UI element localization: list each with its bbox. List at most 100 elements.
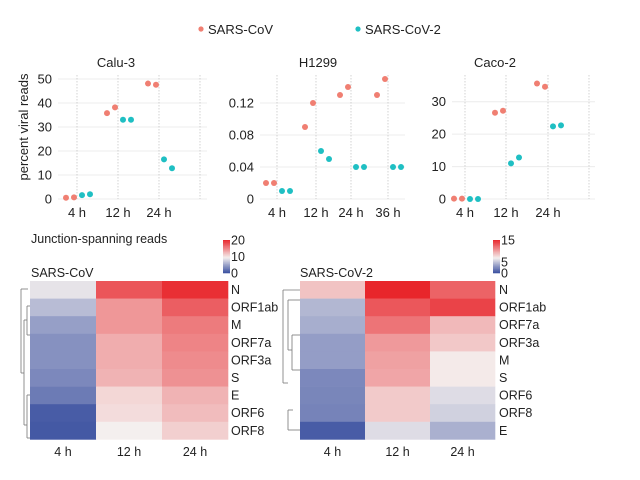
colorbar-segment <box>223 253 230 255</box>
heatmap-cell <box>430 421 496 440</box>
heatmap-row-label: M <box>231 318 241 332</box>
colorbar-segment <box>493 255 500 257</box>
heatmap-col-label: 12 h <box>385 445 409 459</box>
panel-title-h1299: H1299 <box>299 55 337 70</box>
heatmap-row-label: ORF3a <box>231 353 271 367</box>
data-point-sars-cov <box>310 100 316 106</box>
heatmap-cell <box>300 404 366 423</box>
y-tick-label: 10 <box>432 159 446 174</box>
heatmap-cell <box>162 316 229 335</box>
colorbar-segment <box>223 256 230 258</box>
heatmap-cell <box>300 386 366 405</box>
colorbar-segment <box>223 254 230 256</box>
data-point-sars-cov-2 <box>390 164 396 170</box>
colorbar-segment <box>493 242 500 244</box>
data-point-sars-cov <box>104 110 110 117</box>
data-point-sars-cov-2 <box>558 122 564 129</box>
colorbar-segment <box>493 265 500 267</box>
colorbar-tick-label: 0 <box>231 267 238 281</box>
heatmap-title-sars-cov-2: SARS-CoV-2 <box>300 266 373 280</box>
y-tick-label: 10 <box>38 168 52 183</box>
heatmap-cell <box>30 386 97 405</box>
colorbar-segment <box>493 245 500 247</box>
colorbar-segment <box>493 259 500 262</box>
x-tick-label: 12 h <box>303 205 328 220</box>
y-tick-label: 20 <box>432 127 446 142</box>
heatmap-row-label: ORF1ab <box>499 301 546 315</box>
colorbar-segment <box>223 262 230 264</box>
heatmap-sars-cov-2: SARS-CoV-2 N ORF1ab ORF7a ORF3a MS ORF6 ORF8 E 4… <box>282 234 546 459</box>
data-point-sars-cov <box>492 109 498 116</box>
heatmap-row-label: M <box>499 353 509 367</box>
colorbar-segment <box>223 248 230 251</box>
data-point-sars-cov <box>71 194 77 201</box>
data-point-sars-cov <box>534 80 540 87</box>
heatmap-cell <box>30 298 97 317</box>
colorbar-segment <box>493 251 500 253</box>
data-point-sars-cov-2 <box>79 192 85 199</box>
heatmap-cell <box>300 281 366 299</box>
colorbar-segment <box>493 252 500 254</box>
heatmap-cell <box>162 333 229 352</box>
heatmap-cell <box>365 298 431 317</box>
heatmap-cell <box>430 351 496 370</box>
y-tick-label: 0.08 <box>229 128 254 143</box>
y-tick-label: 0.04 <box>229 160 254 175</box>
heatmap-title-sars-cov: SARS-CoV <box>31 266 94 280</box>
y-axis-label: percent viral reads <box>16 73 31 180</box>
heatmap-cell <box>162 281 229 299</box>
colorbar-segment <box>223 270 230 273</box>
colorbar-segment <box>493 243 500 245</box>
heatmap-cell <box>96 316 163 335</box>
colorbar-segment <box>223 251 230 253</box>
heatmap-cell <box>162 351 229 370</box>
data-point-sars-cov <box>337 92 343 98</box>
heatmap-cell <box>300 316 366 335</box>
colorbar-tick-label: 0 <box>501 267 508 281</box>
data-point-sars-cov-2 <box>508 160 514 167</box>
colorbar-segment <box>493 247 500 250</box>
legend-marker-sars-cov-2 <box>355 26 361 32</box>
heatmap-cell <box>430 333 496 352</box>
heatmap-cell <box>300 351 366 370</box>
heatmap-cell <box>430 404 496 423</box>
colorbar-segment <box>493 262 500 264</box>
heatmap-cell <box>30 421 97 440</box>
panel-title-caco2: Caco-2 <box>474 55 516 70</box>
colorbar-segment <box>493 256 500 258</box>
heatmap-cell <box>162 421 229 440</box>
data-point-sars-cov-2 <box>279 188 285 194</box>
y-tick-label: 30 <box>38 120 52 135</box>
colorbar-segment <box>223 264 230 266</box>
data-point-sars-cov <box>382 76 388 82</box>
heatmap-row-label: E <box>231 389 239 403</box>
colorbar-segment <box>493 268 500 270</box>
x-tick-label: 24 h <box>146 205 171 220</box>
colorbar-segment <box>223 244 230 246</box>
heatmap-cell <box>430 316 496 335</box>
data-point-sars-cov-2 <box>120 116 126 123</box>
heatmap-col-label: 24 h <box>450 445 474 459</box>
colorbar-segment <box>493 264 500 266</box>
colorbar-segment <box>493 266 500 268</box>
y-tick-label: 0.12 <box>229 96 254 111</box>
colorbar-segment <box>223 252 230 254</box>
colorbar-segment <box>223 240 230 242</box>
colorbar-tick-label: 5 <box>501 256 508 270</box>
colorbar-segment <box>493 246 500 248</box>
heatmap-cell <box>365 316 431 335</box>
heatmap-row-label: ORF6 <box>499 389 532 403</box>
panel-title-calu3: Calu-3 <box>97 55 135 70</box>
colorbar-segment <box>223 260 230 263</box>
colorbar-segment <box>493 249 500 252</box>
data-point-sars-cov <box>271 180 277 186</box>
heatmap-cell <box>365 369 431 387</box>
heatmap-cell <box>162 404 229 423</box>
colorbar-segment <box>493 257 500 259</box>
heatmap-row-label: N <box>499 283 508 297</box>
legend: SARS-CoV SARS-CoV-2 <box>198 22 441 37</box>
data-point-sars-cov <box>302 124 308 130</box>
heatmap-row-label: S <box>499 371 507 385</box>
x-tick-label: 24 h <box>338 205 363 220</box>
heatmap-cell <box>430 369 496 387</box>
